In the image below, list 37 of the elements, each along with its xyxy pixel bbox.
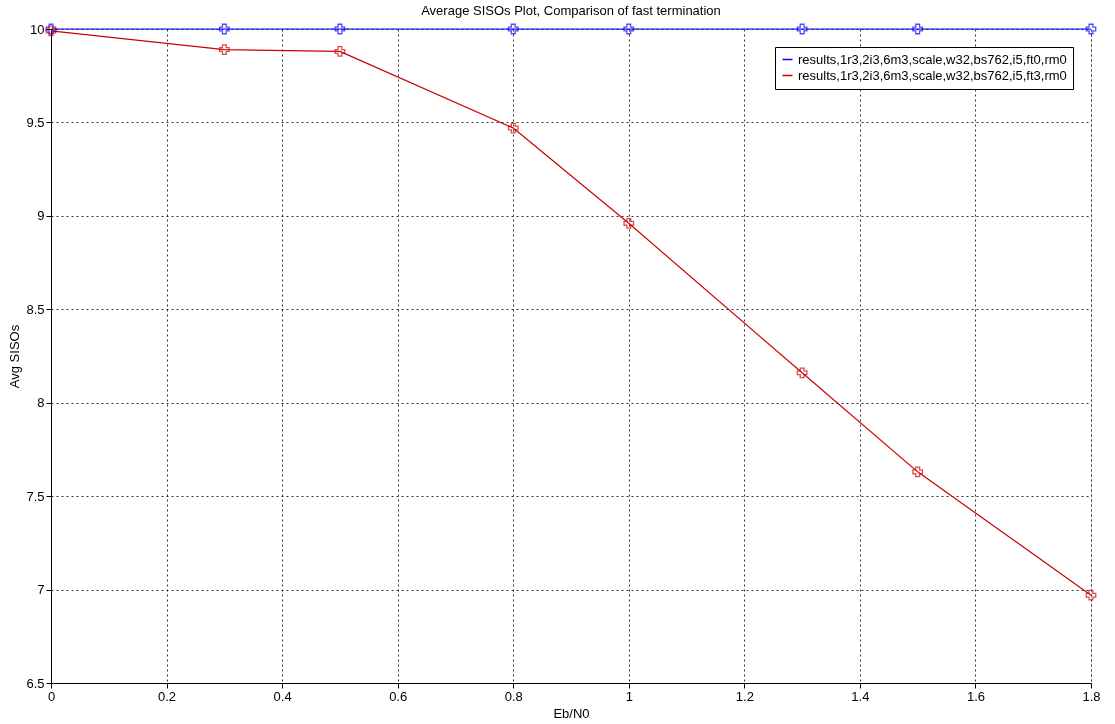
point — [334, 46, 346, 57]
x-tick-label: 0 — [47, 688, 56, 704]
x-tick-label: 0.2 — [158, 688, 177, 704]
point — [218, 23, 230, 35]
y-tick-label: 9.5 — [26, 114, 45, 130]
point — [796, 367, 808, 379]
x-tick-label: 0.6 — [389, 688, 408, 704]
y-tick-label: 9 — [37, 208, 45, 224]
y-tick-label: 7 — [37, 582, 45, 598]
point — [507, 23, 519, 35]
x-tick-label: 1 — [625, 688, 633, 704]
x-tick-label: 0.8 — [504, 688, 523, 704]
point — [912, 466, 924, 478]
y-tick-label: 8.5 — [26, 301, 45, 317]
y-tick-label: 8 — [37, 395, 45, 411]
y-tick-label: 7.5 — [26, 488, 45, 504]
point — [1085, 23, 1097, 35]
x-tick-label: 1.6 — [966, 688, 985, 704]
x-tick-label: 1.8 — [1082, 688, 1101, 704]
point — [507, 122, 519, 134]
x-tick-label: 1.4 — [851, 688, 870, 704]
legend-label: results,1r3,2i3,6m3,scale,w32,bs762,i5,ft0,rm0 — [798, 51, 1067, 67]
x-tick-label: 0.4 — [273, 688, 292, 704]
point — [218, 44, 230, 55]
chart-title: Average SISOs Plot, Comparison of fast termination — [421, 2, 721, 18]
point — [1085, 589, 1097, 601]
y-tick-label: 10 — [30, 21, 45, 37]
point — [912, 23, 924, 35]
y-tick-label: 6.5 — [26, 675, 45, 691]
x-axis-title: Eb/N0 — [553, 705, 590, 721]
point — [623, 217, 635, 229]
point — [334, 23, 346, 35]
point — [796, 23, 808, 35]
point — [623, 23, 635, 35]
y-axis-title: Avg SISOs — [7, 324, 23, 389]
x-tick-label: 1.2 — [735, 688, 754, 704]
legend-label: results,1r3,2i3,6m3,scale,w32,bs762,i5,ft3,rm0 — [798, 67, 1067, 83]
